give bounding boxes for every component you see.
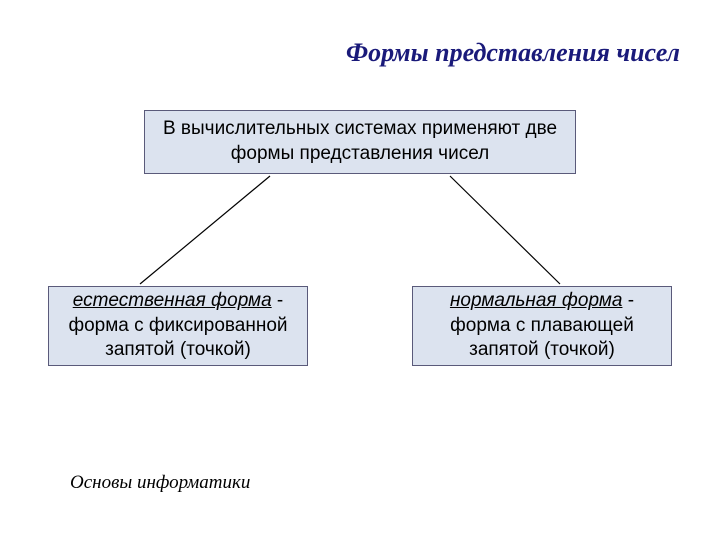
child-node-right: нормальная форма - форма с плавающей зап…: [412, 286, 672, 366]
tree-edges: [0, 0, 720, 540]
footer-text: Основы информатики: [70, 472, 250, 494]
child-left-term: естественная форма: [73, 290, 272, 311]
edge-left: [140, 176, 270, 284]
child-left-content: естественная форма - форма с фиксированн…: [57, 289, 299, 363]
child-right-term: нормальная форма: [450, 290, 623, 311]
child-node-left: естественная форма - форма с фиксированн…: [48, 286, 308, 366]
page-title: Формы представления чисел: [346, 38, 680, 68]
child-right-content: нормальная форма - форма с плавающей зап…: [421, 289, 663, 363]
edge-right: [450, 176, 560, 284]
root-node: В вычислительных системах применяют две …: [144, 110, 576, 174]
root-node-text: В вычислительных системах применяют две …: [155, 117, 565, 166]
